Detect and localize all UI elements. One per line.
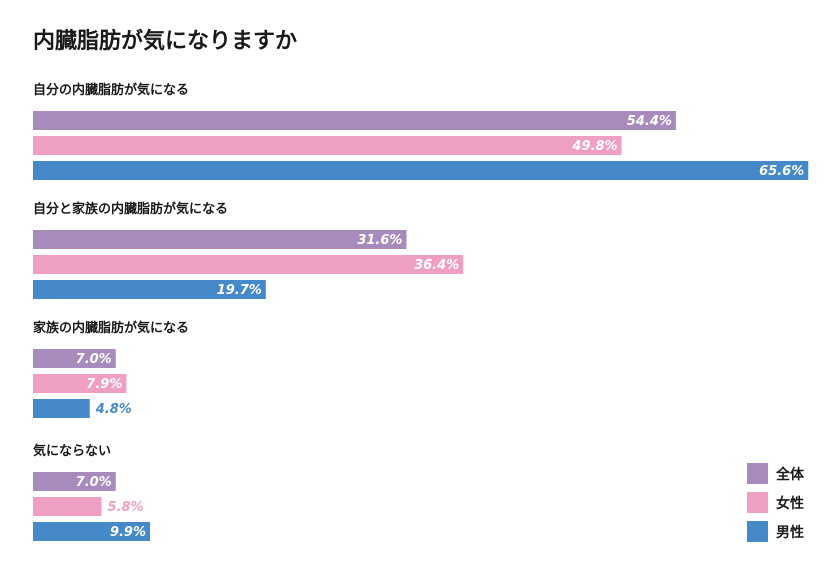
chart-title: 内臓脂肪が気になりますか	[33, 28, 297, 54]
bar	[33, 349, 116, 368]
bar-group: 自分の内臓脂肪が気になる 54.4% 49.8% 65.6%	[33, 82, 809, 180]
data-label: 31.6%	[357, 233, 402, 248]
legend-item: 全体	[747, 463, 805, 484]
legend-swatch	[747, 521, 768, 542]
bar	[33, 136, 622, 155]
data-label: 5.8%	[108, 500, 144, 515]
bar-group: 自分と家族の内臓脂肪が気になる 31.6% 36.4% 19.7%	[33, 201, 464, 299]
data-label: 49.8%	[571, 139, 617, 154]
bar-groups: 自分の内臓脂肪が気になる 54.4% 49.8% 65.6% 自分と家族の内臓脂肪が気に…	[33, 82, 809, 541]
bar	[33, 255, 464, 274]
bar	[33, 374, 127, 393]
data-label: 36.4%	[414, 258, 459, 273]
legend-swatch	[747, 492, 768, 513]
data-label: 65.6%	[759, 164, 804, 179]
data-label: 9.9%	[110, 525, 146, 540]
category-label: 家族の内臓脂肪が気になる	[33, 320, 189, 336]
category-label: 気にならない	[33, 443, 111, 459]
bar	[33, 472, 116, 491]
data-label: 7.0%	[76, 352, 112, 367]
bar	[33, 522, 150, 541]
legend-swatch	[747, 463, 768, 484]
data-label: 19.7%	[217, 283, 262, 298]
bar	[33, 230, 407, 249]
legend-label: 女性	[776, 495, 804, 512]
bar	[33, 161, 809, 180]
data-label: 4.8%	[95, 402, 132, 417]
data-label: 7.0%	[76, 475, 112, 490]
bar-group: 家族の内臓脂肪が気になる 7.0% 7.9% 4.8%	[33, 320, 189, 418]
category-label: 自分と家族の内臓脂肪が気になる	[33, 201, 228, 217]
bar	[33, 399, 90, 418]
legend-label: 男性	[776, 524, 804, 541]
data-label: 7.9%	[86, 377, 122, 392]
bar-group: 気にならない 7.0% 5.8% 9.9%	[33, 443, 150, 541]
bar	[33, 280, 266, 299]
bar	[33, 497, 102, 516]
legend-item: 女性	[747, 492, 804, 513]
legend-item: 男性	[747, 521, 804, 542]
category-label: 自分の内臓脂肪が気になる	[33, 82, 189, 98]
legend-label: 全体	[775, 466, 805, 483]
bar	[33, 111, 676, 130]
data-label: 54.4%	[627, 114, 672, 129]
